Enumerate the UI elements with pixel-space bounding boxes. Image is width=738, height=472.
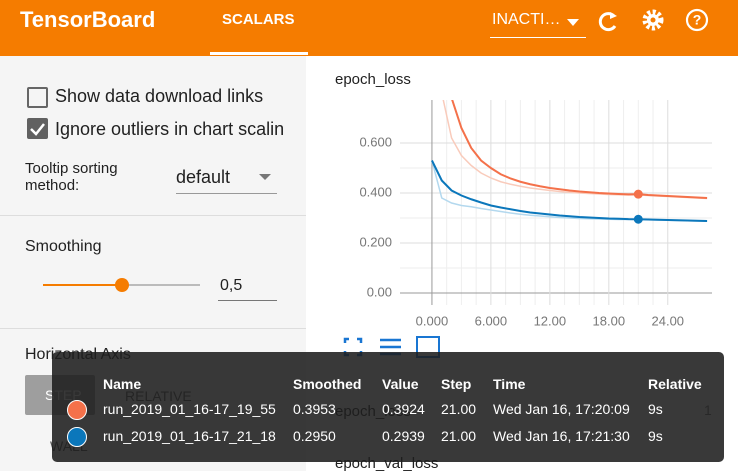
checkbox-label: Ignore outliers in chart scalin bbox=[55, 119, 283, 139]
series-line bbox=[431, 160, 708, 222]
hover-point bbox=[633, 214, 643, 224]
y-tick-label: 0.00 bbox=[367, 284, 392, 299]
reload-arrow bbox=[610, 12, 617, 19]
tooltip-header: Time bbox=[493, 376, 526, 392]
tooltip-cell: 9s bbox=[648, 401, 663, 417]
tooltip-header: Name bbox=[103, 376, 142, 392]
selector-underline bbox=[490, 37, 586, 38]
app-title: TensorBoard bbox=[20, 7, 156, 32]
divider bbox=[0, 328, 306, 329]
hover-point bbox=[633, 189, 643, 199]
tooltip-cell: Wed Jan 16, 17:20:09 bbox=[493, 401, 630, 417]
chart-title: epoch_loss bbox=[335, 71, 411, 88]
tab-indicator bbox=[210, 52, 308, 55]
tooltip-cell: run_2019_01_16-17_19_55 bbox=[103, 401, 276, 417]
slider-fill bbox=[43, 284, 122, 286]
sorting-label: Tooltip sorting method: bbox=[25, 160, 118, 194]
settings-icon[interactable] bbox=[642, 9, 664, 31]
x-tick-label: 24.00 bbox=[652, 313, 685, 328]
reload-icon[interactable] bbox=[598, 12, 617, 32]
x-tick-label: 6.000 bbox=[475, 313, 508, 328]
slider-knob[interactable] bbox=[115, 278, 129, 292]
help-glyph: ? bbox=[693, 12, 702, 28]
dropdown-arrow bbox=[259, 174, 271, 180]
tooltip-header: Step bbox=[441, 376, 472, 392]
tooltip-cell: 21.00 bbox=[441, 401, 477, 417]
tooltip: Name Smoothed Value Step Time Relative run_201… bbox=[52, 352, 724, 462]
x-tick-label: 0.000 bbox=[416, 313, 449, 328]
y-tick-label: 0.200 bbox=[359, 234, 392, 249]
smoothing-label: Smoothing bbox=[25, 238, 102, 255]
input-underline bbox=[218, 300, 277, 301]
tooltip-cell: 21.00 bbox=[441, 428, 477, 444]
tab[interactable]: SCALARS bbox=[222, 11, 295, 28]
checkbox-checked[interactable] bbox=[27, 118, 48, 139]
checkmark bbox=[30, 123, 45, 136]
tooltip-cell: 0.2950 bbox=[293, 428, 336, 444]
run-swatch bbox=[67, 400, 87, 420]
x-tick-label: 12.00 bbox=[534, 313, 567, 328]
checkbox-label: Show data download links bbox=[55, 86, 264, 106]
tooltip-cell: 0.2939 bbox=[382, 428, 425, 444]
series-line bbox=[451, 100, 708, 199]
run-swatch bbox=[67, 427, 87, 447]
series-line bbox=[442, 100, 708, 200]
dropdown-underline bbox=[176, 193, 277, 194]
help-icon[interactable] bbox=[685, 8, 709, 32]
sorting-dropdown[interactable]: default bbox=[176, 167, 231, 187]
y-tick-label: 0.600 bbox=[359, 134, 392, 149]
tooltip-cell: 0.3924 bbox=[382, 401, 425, 417]
x-tick-label: 18.00 bbox=[593, 313, 626, 328]
header-icons: ? bbox=[567, 8, 709, 32]
plot bbox=[431, 100, 708, 222]
tooltip-header: Relative bbox=[648, 376, 702, 392]
fullscreen-icon[interactable] bbox=[343, 337, 363, 357]
settings-hole bbox=[650, 17, 656, 23]
tooltip-cell: run_2019_01_16-17_21_18 bbox=[103, 428, 276, 444]
tooltip-cell: Wed Jan 16, 17:21:30 bbox=[493, 428, 630, 444]
y-tick-label: 0.400 bbox=[359, 184, 392, 199]
tooltip-cell: 0.3953 bbox=[293, 401, 336, 417]
checkbox[interactable] bbox=[27, 87, 48, 108]
tooltip-header: Value bbox=[382, 376, 419, 392]
header: TensorBoard SCALARS INACTI… ? bbox=[0, 0, 738, 56]
divider bbox=[0, 215, 306, 216]
smoothing-input[interactable]: 0,5 bbox=[220, 277, 243, 294]
tooltip-header: Smoothed bbox=[293, 376, 362, 392]
tooltip-cell: 9s bbox=[648, 428, 663, 444]
run-selector[interactable]: INACTI… bbox=[492, 11, 561, 28]
dropdown-arrow[interactable] bbox=[567, 19, 579, 26]
minor-grid bbox=[400, 100, 712, 305]
